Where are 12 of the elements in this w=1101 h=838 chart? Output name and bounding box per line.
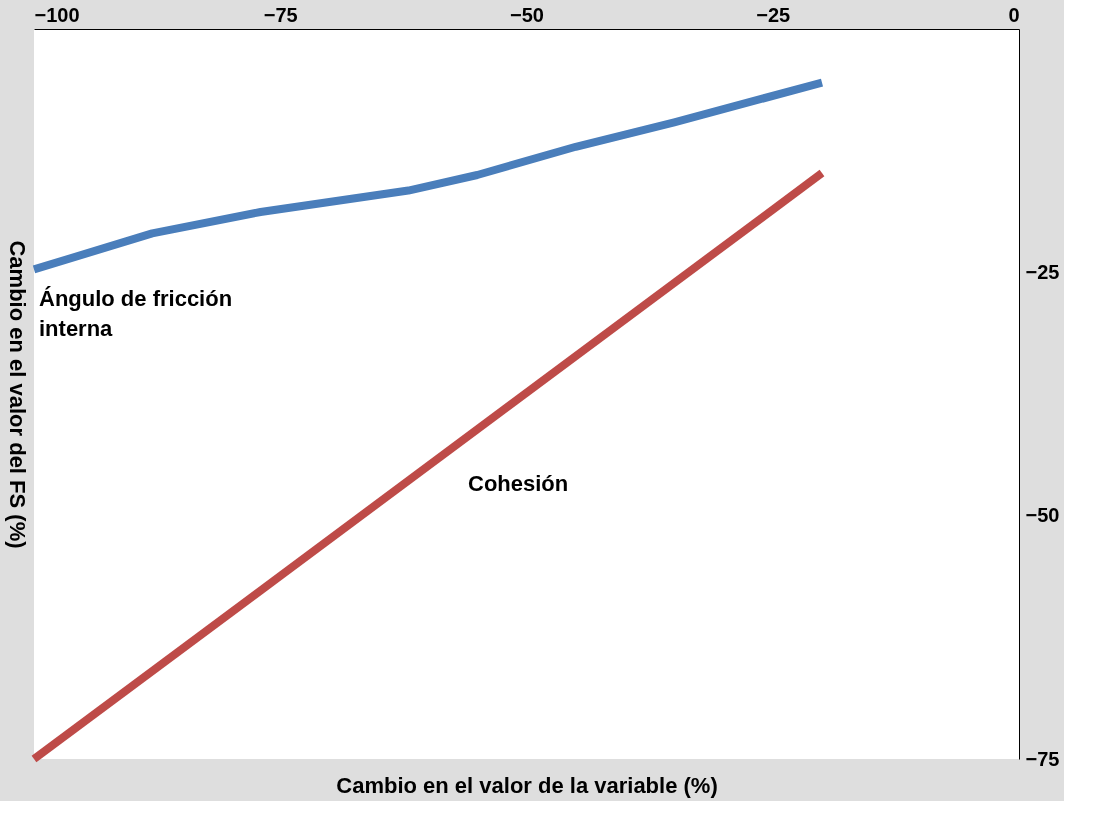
- x-tick-label: −50: [510, 3, 544, 26]
- x-tick-label: −100: [34, 3, 80, 26]
- series-label: Cohesión: [468, 471, 569, 497]
- y-tick-label: −75: [1025, 747, 1060, 770]
- x-axis-title: Cambio en el valor de la variable (%): [336, 772, 718, 798]
- x-tick-label: −75: [263, 3, 298, 26]
- series-label: Ángulo de fricción interna: [39, 286, 233, 342]
- y-tick-label: −50: [1025, 504, 1060, 527]
- y-axis-title: Cambio en el valor del FS (%): [4, 240, 30, 549]
- x-tick-label: 0: [1008, 3, 1020, 26]
- y-tick-label: −25: [1025, 260, 1060, 283]
- x-tick-label: −25: [756, 3, 791, 26]
